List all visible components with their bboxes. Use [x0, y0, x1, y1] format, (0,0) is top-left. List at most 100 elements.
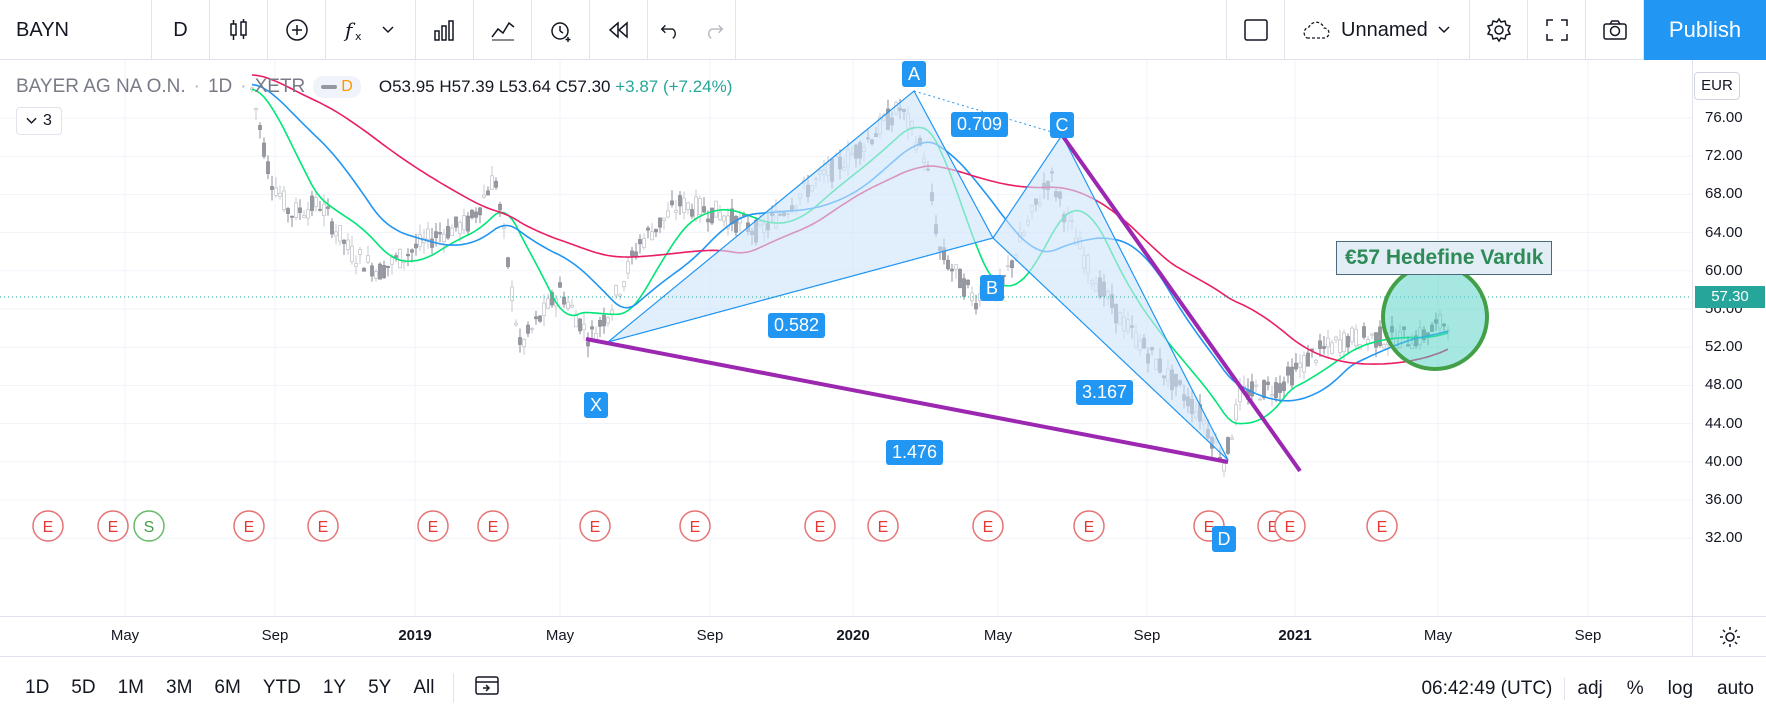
ratio-label-xb[interactable]: 0.582 [768, 313, 826, 338]
undo-icon[interactable] [648, 0, 692, 60]
ratio-label-bd[interactable]: 3.167 [1076, 380, 1134, 405]
interval-button[interactable]: D [152, 0, 210, 60]
adj-toggle[interactable]: adj [1577, 677, 1603, 699]
event-circle [97, 510, 129, 542]
auto-toggle[interactable]: auto [1717, 677, 1754, 699]
earnings-events[interactable]: E E E E E E E E E E E E E E E ES [32, 510, 1398, 542]
candle-body [258, 125, 262, 130]
fullscreen-icon[interactable] [1528, 0, 1586, 60]
publish-button[interactable]: Publish [1644, 0, 1766, 60]
ratio-label-xd[interactable]: 1.476 [886, 440, 944, 465]
price-axis[interactable]: 76.00 72.00 68.00 64.00 60.00 56.00 52.00 48.00… [1692, 60, 1766, 616]
earnings-event-marker[interactable]: E [804, 510, 836, 542]
indicators-collapse-button[interactable]: 3 [16, 107, 62, 135]
candle-body [518, 337, 522, 345]
symbol-search[interactable]: BAYN [0, 0, 152, 60]
layout-select-icon[interactable] [1227, 0, 1285, 60]
earnings-event-marker[interactable]: E [1366, 510, 1398, 542]
legend-separator: · [193, 76, 200, 97]
candle-body [266, 161, 270, 174]
earnings-event-marker[interactable]: E [867, 510, 899, 542]
ratio-label-ac[interactable]: 0.709 [951, 112, 1009, 137]
range-button[interactable]: 1D [25, 677, 50, 698]
pattern-point-c[interactable]: C [1050, 112, 1074, 138]
earnings-event-marker[interactable]: E [1274, 510, 1306, 542]
candle-body [1270, 394, 1274, 397]
candle-body [698, 198, 702, 216]
candle-body [414, 243, 418, 249]
range-button[interactable]: 1Y [322, 677, 347, 698]
date-range-buttons: 1D 5D 1M 3M 6M YTD 1Y 5Y All [0, 677, 445, 699]
percent-toggle[interactable]: % [1626, 677, 1644, 699]
candle-body [1318, 340, 1322, 349]
target-highlight-circle[interactable] [1381, 263, 1489, 371]
compare-plus-icon[interactable] [268, 0, 326, 60]
range-button[interactable]: 3M [166, 677, 193, 698]
pattern-point-a[interactable]: A [902, 61, 926, 87]
layout-name-button[interactable]: Unnamed [1285, 0, 1470, 60]
toolbar-spacer [736, 0, 1227, 59]
financials-bar-icon[interactable] [416, 0, 474, 60]
range-button[interactable]: All [413, 677, 435, 698]
candle-body [482, 194, 486, 198]
event-letter: E [43, 519, 54, 536]
camera-snapshot-icon[interactable] [1586, 0, 1644, 60]
chart-settings-corner[interactable] [1692, 616, 1766, 656]
range-button[interactable]: 5Y [368, 677, 392, 698]
candle-body [1226, 437, 1230, 454]
pattern-point-b[interactable]: B [980, 275, 1004, 301]
chart-canvas[interactable]: E E E E E E E E E E E E E E E ES [0, 60, 1692, 616]
support-trendline[interactable] [585, 337, 1229, 464]
settings-gear-icon[interactable] [1470, 0, 1528, 60]
utc-clock[interactable]: 06:42:49 (UTC) [1409, 677, 1566, 700]
ohlc-low: L53.64 [498, 77, 551, 96]
range-button[interactable]: 5D [71, 677, 96, 698]
earnings-event-marker[interactable]: E [97, 510, 129, 542]
candle-body [1298, 362, 1302, 368]
split-event-marker[interactable]: S [133, 510, 165, 542]
earnings-event-marker[interactable]: E [579, 510, 611, 542]
range-button[interactable]: 1M [117, 677, 144, 698]
candle-body [1282, 381, 1286, 392]
candle-body [702, 206, 706, 213]
earnings-event-marker[interactable]: E [233, 510, 265, 542]
earnings-event-marker[interactable]: E [972, 510, 1004, 542]
range-button[interactable]: YTD [262, 677, 301, 698]
event-letter: E [318, 519, 329, 536]
currency-badge[interactable]: EUR [1694, 72, 1740, 100]
earnings-event-marker[interactable]: E [1073, 510, 1105, 542]
candle-body [586, 341, 590, 347]
candle-body [490, 175, 494, 190]
candle-body [706, 218, 710, 223]
legend-symbol-name: BAYER AG NA O.N. [16, 76, 186, 97]
range-button[interactable]: 6M [214, 677, 241, 698]
candle-body [654, 228, 658, 233]
time-axis[interactable]: May Sep 2019 May Sep 2020 May Sep 2021 May Sep [0, 616, 1692, 656]
log-toggle[interactable]: log [1667, 677, 1694, 699]
earnings-event-marker[interactable]: E [679, 510, 711, 542]
candles-icon[interactable] [210, 0, 268, 60]
target-annotation[interactable]: €57 Hedefine Vardık [1336, 241, 1553, 275]
candle-body [1258, 398, 1262, 401]
earnings-event-marker[interactable]: E [32, 510, 64, 542]
candle-body [474, 211, 478, 218]
harmonic-pattern[interactable] [607, 90, 1229, 461]
event-letter: E [590, 519, 601, 536]
earnings-event-marker[interactable]: E [307, 510, 339, 542]
alert-clock-icon[interactable] [532, 0, 590, 60]
candle-body [390, 257, 394, 265]
event-letter: E [1377, 519, 1388, 536]
goto-date-icon[interactable] [462, 674, 512, 702]
replay-icon[interactable] [590, 0, 648, 60]
chevron-down-icon [26, 117, 37, 124]
visibility-toggle[interactable]: D [313, 76, 361, 98]
earnings-event-marker[interactable]: E [477, 510, 509, 542]
redo-icon[interactable] [692, 0, 736, 60]
templates-chart-icon[interactable] [474, 0, 532, 60]
resistance-trendline[interactable] [1060, 133, 1302, 473]
pattern-point-d[interactable]: D [1212, 526, 1236, 552]
earnings-event-marker[interactable]: E [417, 510, 449, 542]
pattern-point-x[interactable]: X [584, 392, 608, 418]
